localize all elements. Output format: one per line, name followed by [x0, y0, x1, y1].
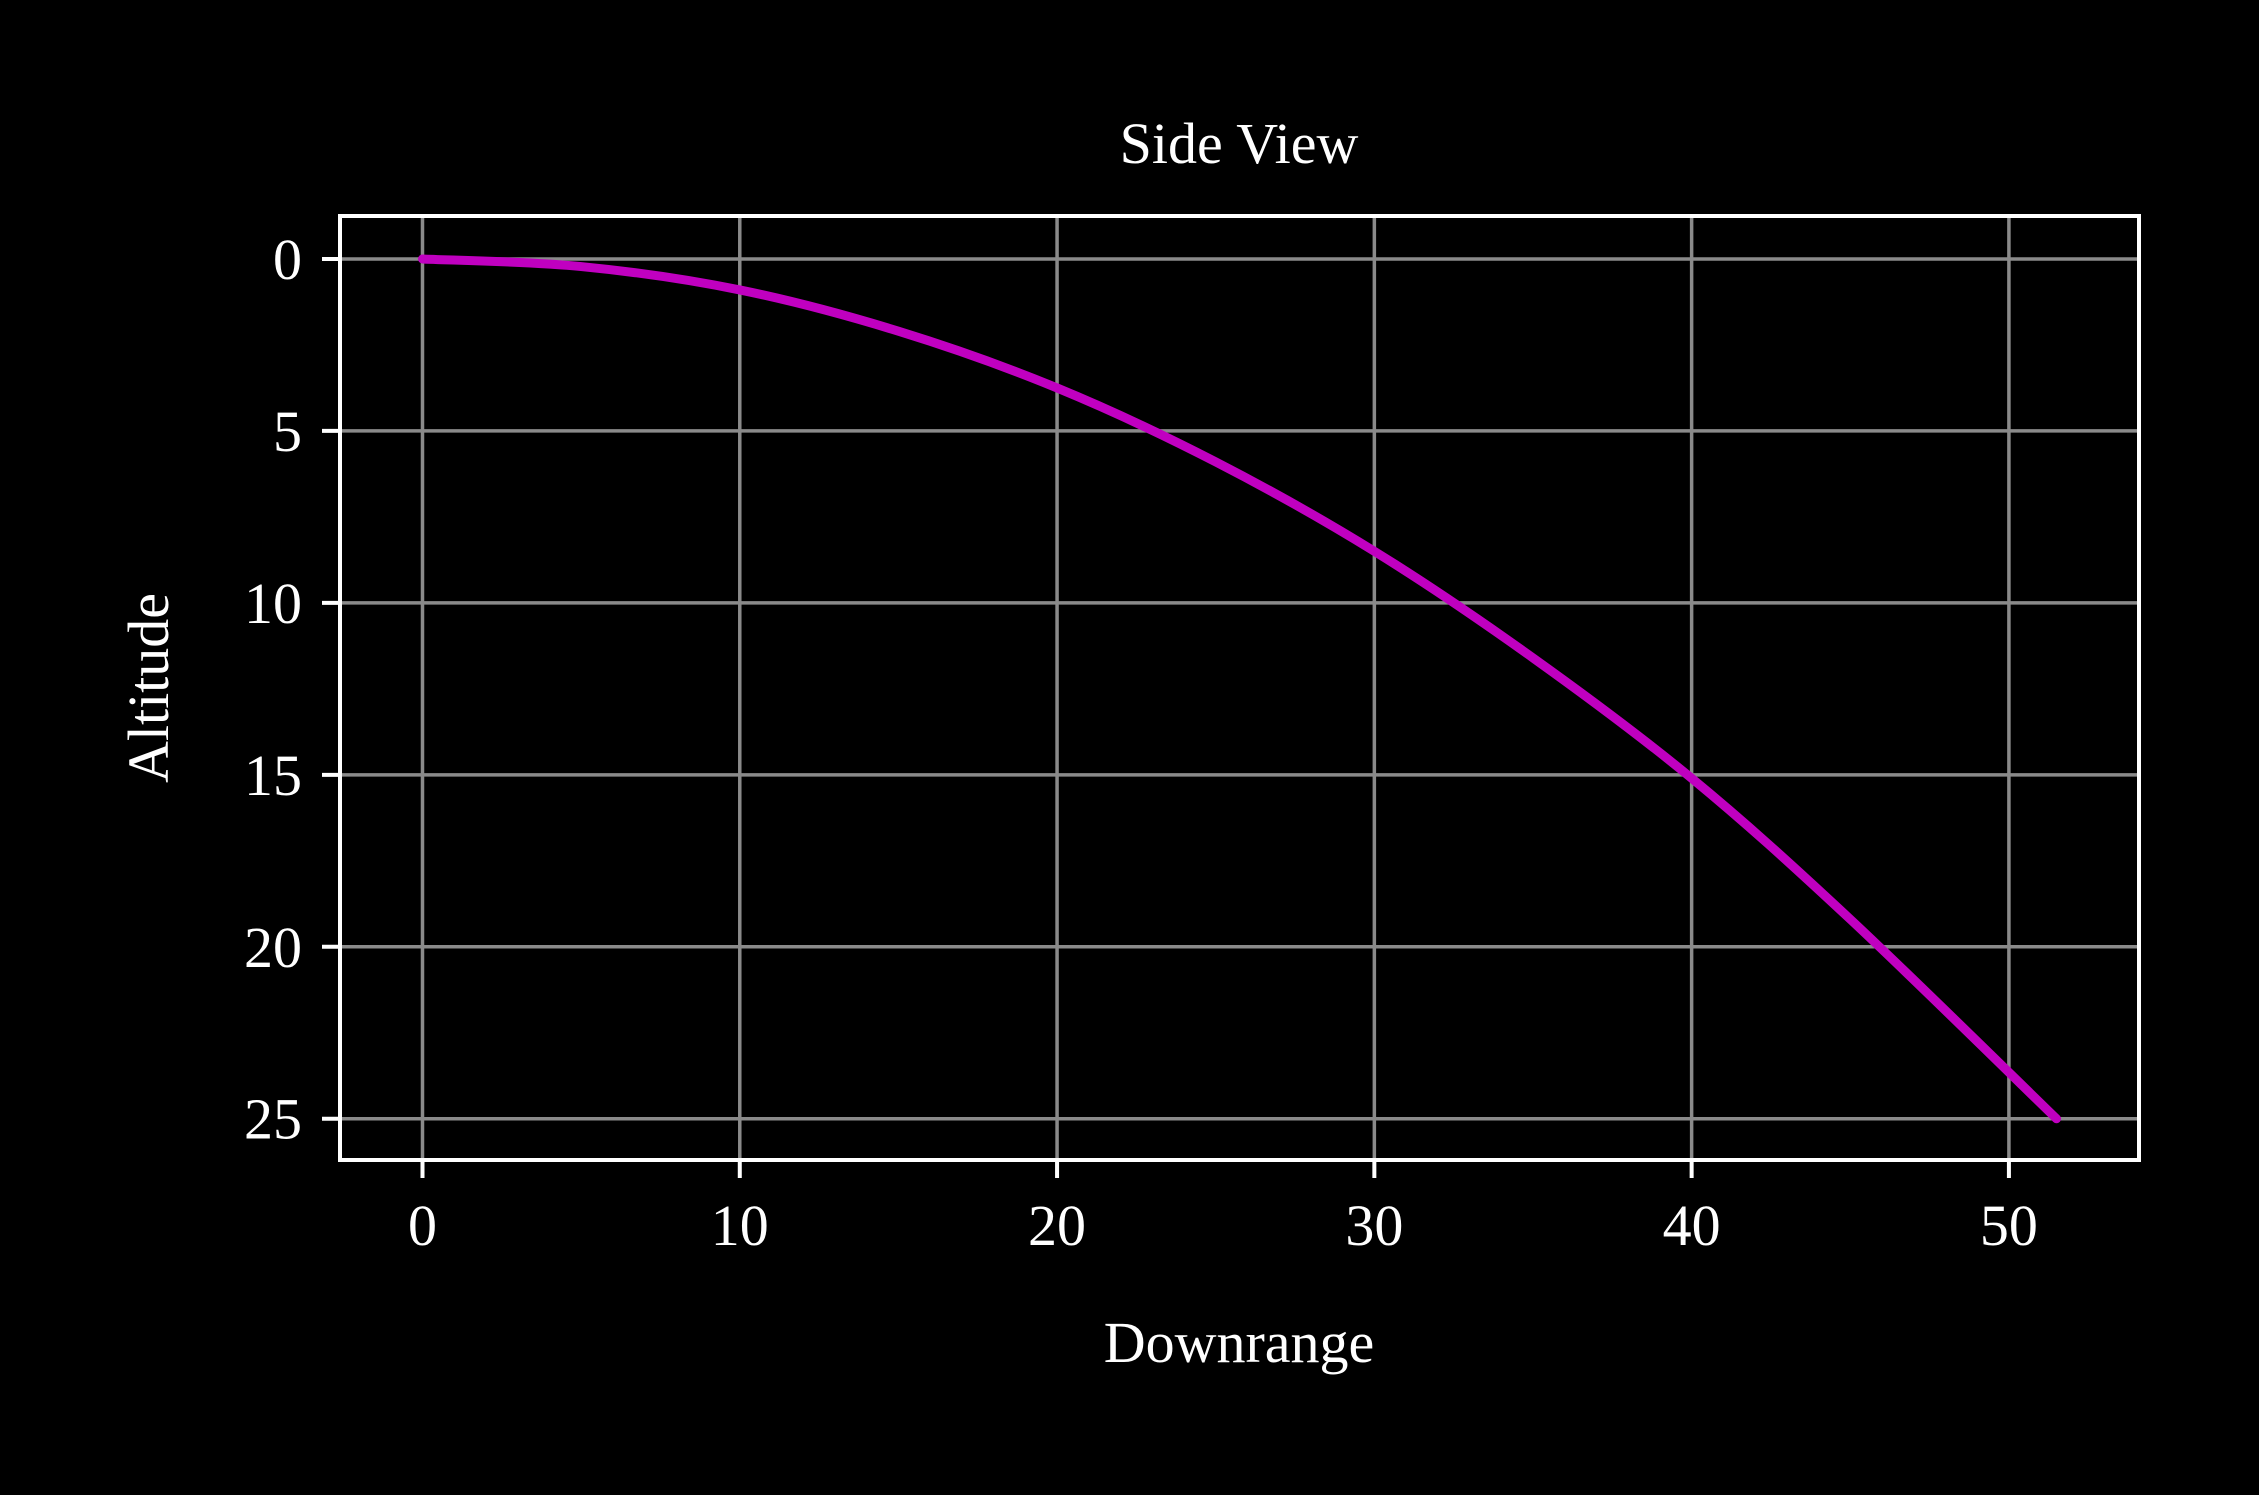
x-tick-label: 40	[1663, 1193, 1721, 1258]
y-tick-label: 10	[244, 571, 302, 636]
series-layer	[417, 254, 2062, 1124]
tick-layer: 0 10 20 30 40 50 0 5 10 15 20 25	[244, 227, 2038, 1258]
y-tick-label: 0	[273, 227, 302, 292]
chart-title: Side View	[1120, 111, 1359, 176]
y-tick-label: 5	[273, 399, 302, 464]
x-tick-label: 0	[408, 1193, 437, 1258]
x-tick-label: 50	[1980, 1193, 2038, 1258]
y-tick-label: 20	[244, 915, 302, 980]
x-tick-label: 10	[711, 1193, 769, 1258]
x-axis-label: Downrange	[1104, 1310, 1375, 1375]
x-tick-label: 30	[1345, 1193, 1403, 1258]
y-tick-label: 25	[244, 1087, 302, 1152]
series-line	[417, 254, 2062, 1124]
y-tick-label: 15	[244, 743, 302, 808]
plot-frame	[338, 214, 2141, 1162]
grid-layer	[340, 216, 2139, 1160]
y-axis-label: Altitude	[116, 593, 181, 783]
x-tick-label: 20	[1028, 1193, 1086, 1258]
